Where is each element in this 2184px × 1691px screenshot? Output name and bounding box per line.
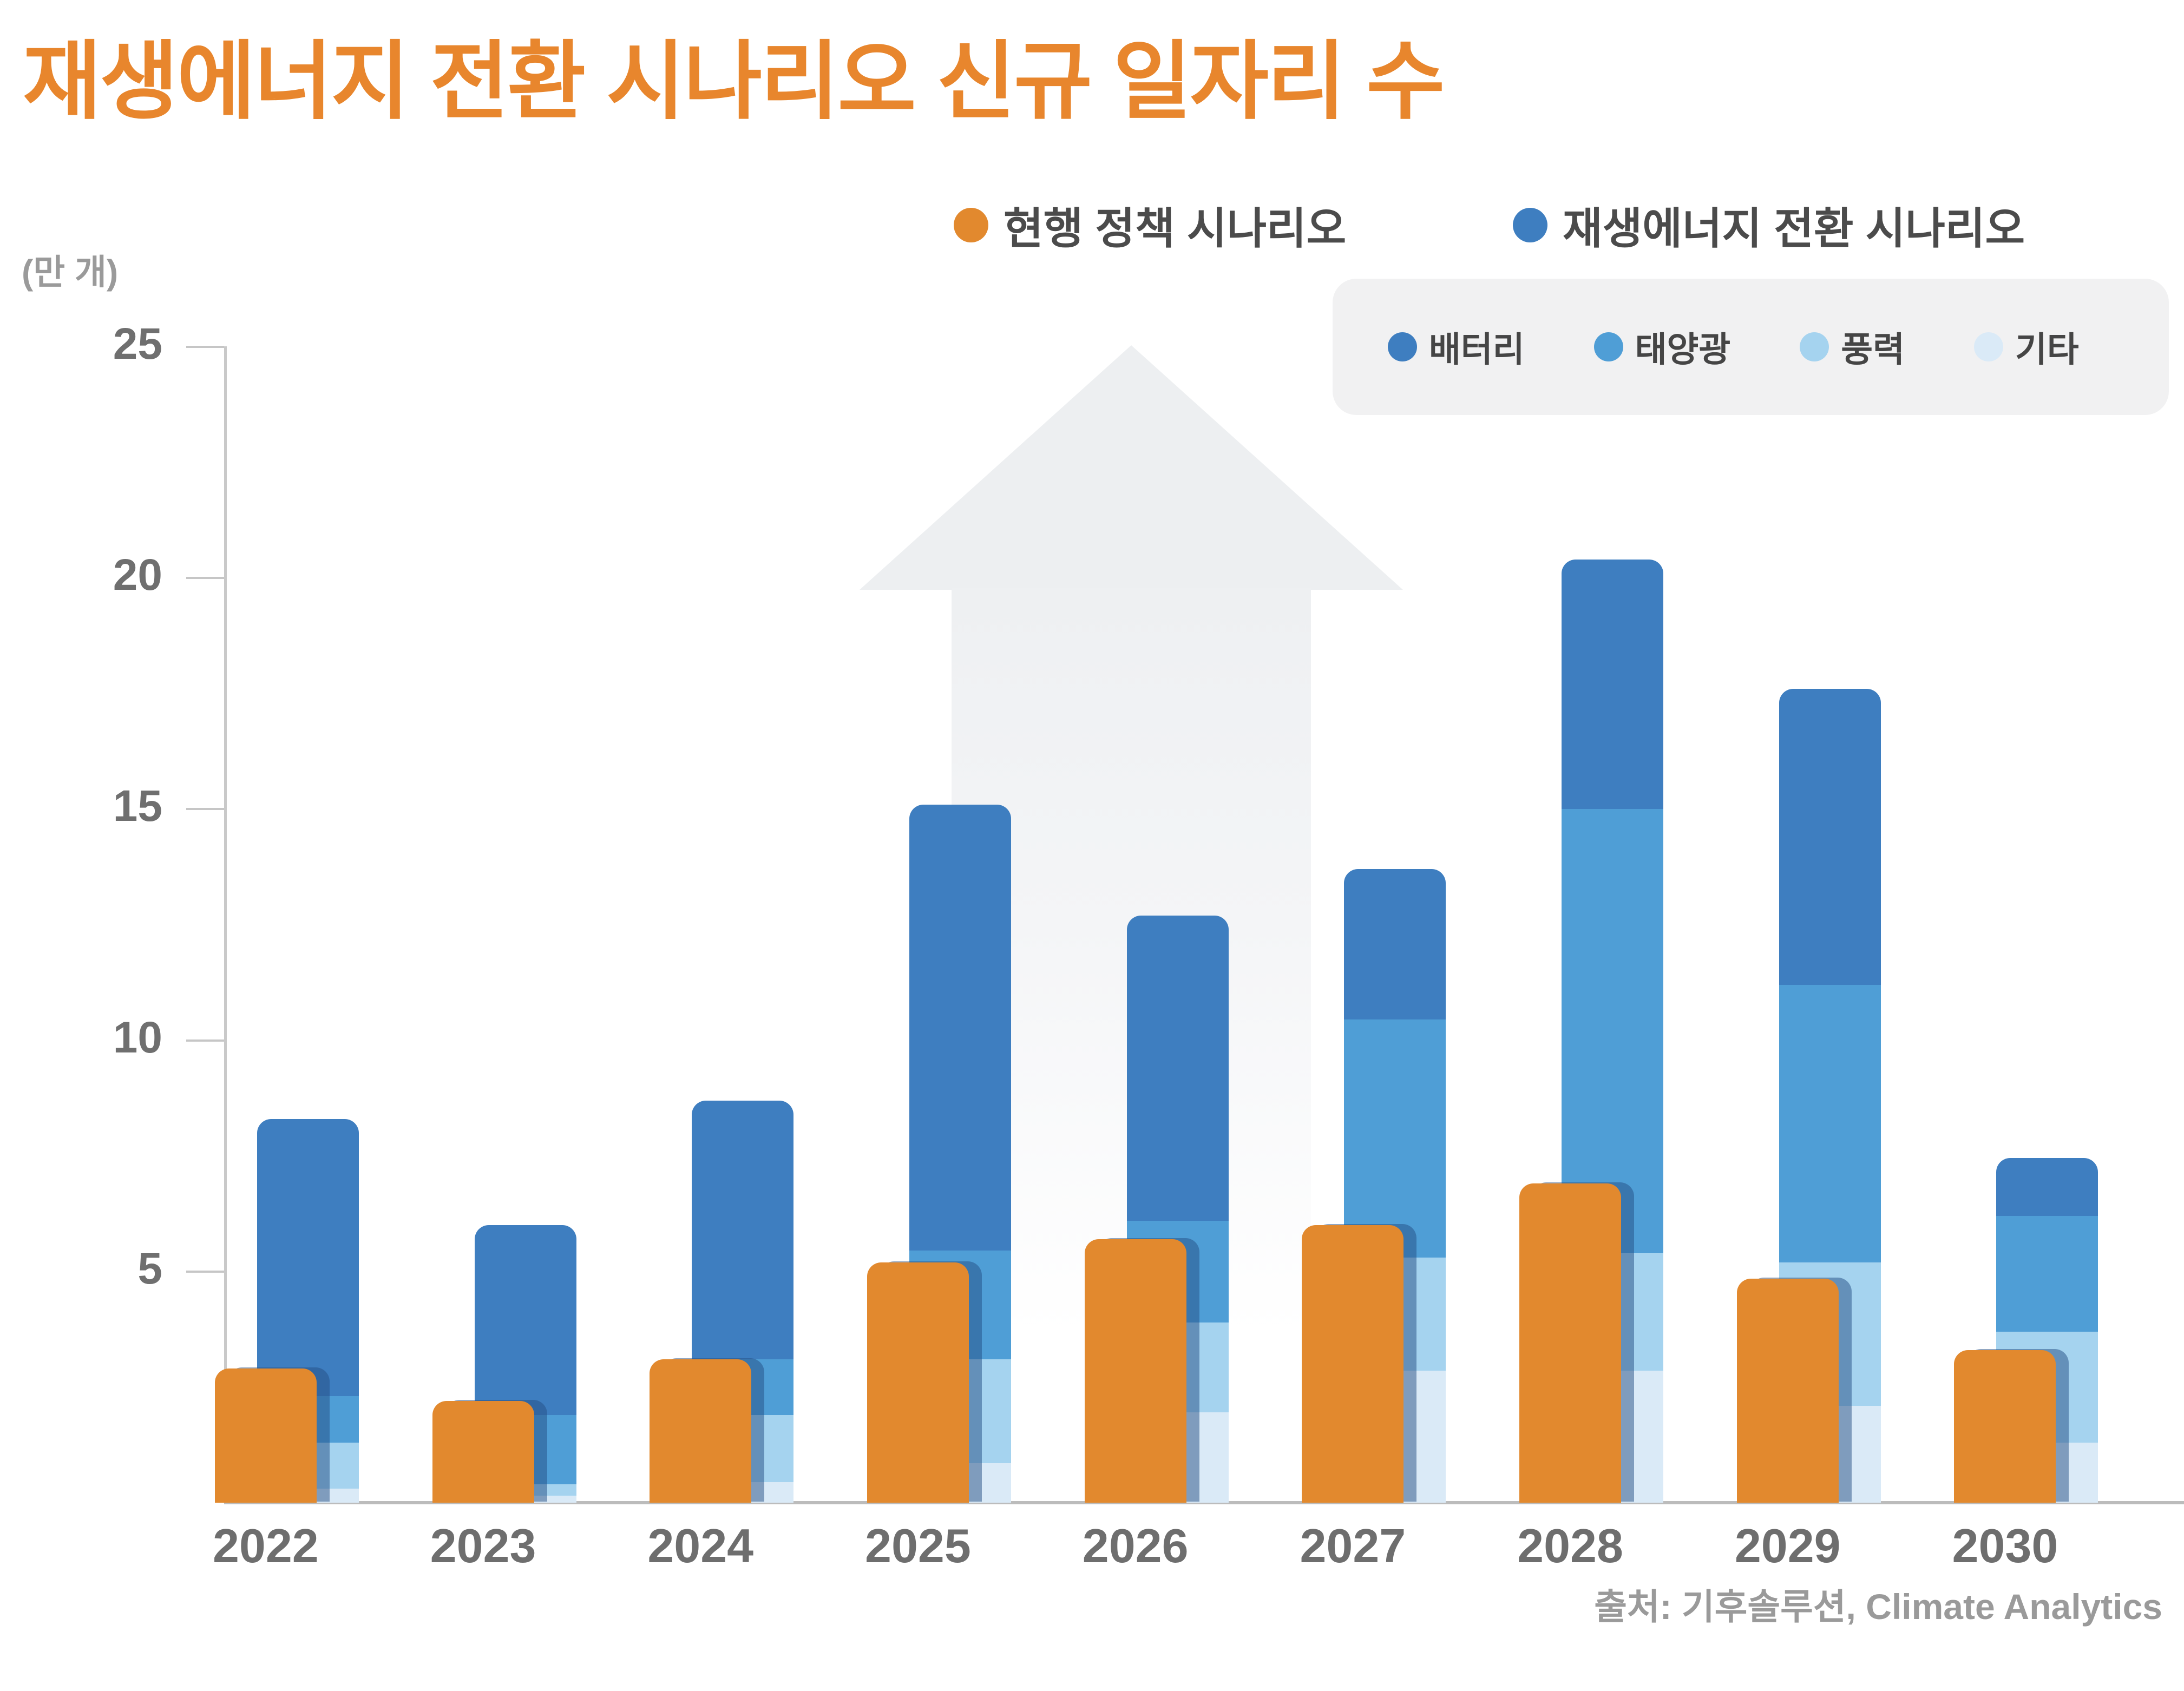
stack-segment-배터리 <box>909 804 1011 1251</box>
stack-legend-item: 기타 <box>1974 322 2079 372</box>
stack-segment-배터리 <box>1562 560 1664 810</box>
stack-legend-item: 배터리 <box>1388 322 1525 372</box>
x-axis-year-label: 2022 <box>212 1519 319 1572</box>
stack-segment-배터리 <box>474 1225 576 1415</box>
bar-current-policy <box>1519 1183 1622 1503</box>
y-tick-label: 25 <box>113 319 162 369</box>
x-axis-year-label: 2029 <box>1734 1519 1841 1572</box>
bar-current-policy <box>650 1359 752 1503</box>
x-axis-year-label: 2028 <box>1517 1519 1623 1572</box>
x-axis-year-label: 2026 <box>1082 1519 1189 1572</box>
y-tick-label: 20 <box>113 550 162 600</box>
stack-legend-item: 풍력 <box>1800 322 1905 372</box>
legend-dot-current-policy-icon <box>954 208 988 242</box>
x-axis-year-label: 2024 <box>647 1519 754 1572</box>
y-tick-mark <box>186 577 224 580</box>
stack-legend-label: 태양광 <box>1635 330 1731 369</box>
y-tick-label: 5 <box>137 1243 162 1293</box>
legend-item-current-policy: 현행 정책 시나리오 <box>954 194 1346 256</box>
y-tick-mark <box>186 1270 224 1273</box>
bar-current-policy <box>1954 1350 2056 1503</box>
stack-legend-dot-icon <box>1388 332 1417 361</box>
y-tick-label: 10 <box>113 1012 162 1062</box>
y-tick-mark <box>186 1039 224 1042</box>
stack-legend-dot-icon <box>1974 332 2004 361</box>
x-axis-year-label: 2023 <box>430 1519 536 1572</box>
stack-segment-배터리 <box>1779 689 1881 985</box>
bar-current-policy <box>214 1368 317 1503</box>
bar-current-policy <box>867 1262 969 1503</box>
x-axis-year-label: 2030 <box>1952 1519 2058 1572</box>
bar-current-policy <box>1736 1278 1839 1503</box>
bar-current-policy <box>1084 1239 1186 1503</box>
stack-legend-label: 배터리 <box>1429 330 1525 369</box>
stack-segment-태양광 <box>1562 809 1664 1253</box>
stack-legend-label: 기타 <box>2015 330 2079 369</box>
y-tick-mark <box>186 346 224 348</box>
legend-dot-transition-icon <box>1513 208 1547 242</box>
y-axis-line <box>224 346 227 1504</box>
stack-legend-label: 풍력 <box>1841 330 1905 369</box>
stack-legend-dot-icon <box>1800 332 1829 361</box>
legend-label-current-policy: 현행 정책 시나리오 <box>1004 205 1347 253</box>
stack-legend-item: 태양광 <box>1593 322 1731 372</box>
stack-segment-배터리 <box>692 1100 794 1360</box>
page-title: 재생에너지 전환 시나리오 신규 일자리 수 <box>23 34 1445 129</box>
stack-segment-배터리 <box>1996 1158 2098 1216</box>
stack-legend-dot-icon <box>1593 332 1623 361</box>
stack-segment-배터리 <box>1344 869 1446 1020</box>
stack-legend-box: 배터리 태양광 풍력 기타 <box>1333 279 2169 415</box>
source-credit: 출처: 기후솔루션, Climate Analytics <box>1594 1587 2162 1627</box>
stack-segment-배터리 <box>1126 915 1229 1221</box>
x-axis-year-label: 2025 <box>865 1519 971 1572</box>
stack-segment-태양광 <box>1779 985 1881 1262</box>
bar-current-policy <box>432 1401 534 1503</box>
y-tick-label: 15 <box>113 781 162 831</box>
stack-segment-배터리 <box>257 1118 359 1397</box>
bar-current-policy <box>1302 1225 1404 1503</box>
x-axis-year-label: 2027 <box>1300 1519 1406 1572</box>
legend-item-transition: 재생에너지 전환 시나리오 <box>1513 194 2025 256</box>
legend-label-transition: 재생에너지 전환 시나리오 <box>1563 205 2025 253</box>
y-axis-unit-label: (만 개) <box>22 253 119 292</box>
stack-segment-태양광 <box>1344 1019 1446 1258</box>
y-tick-mark <box>186 808 224 811</box>
stack-segment-태양광 <box>1996 1216 2098 1332</box>
x-axis-line <box>224 1501 2184 1504</box>
